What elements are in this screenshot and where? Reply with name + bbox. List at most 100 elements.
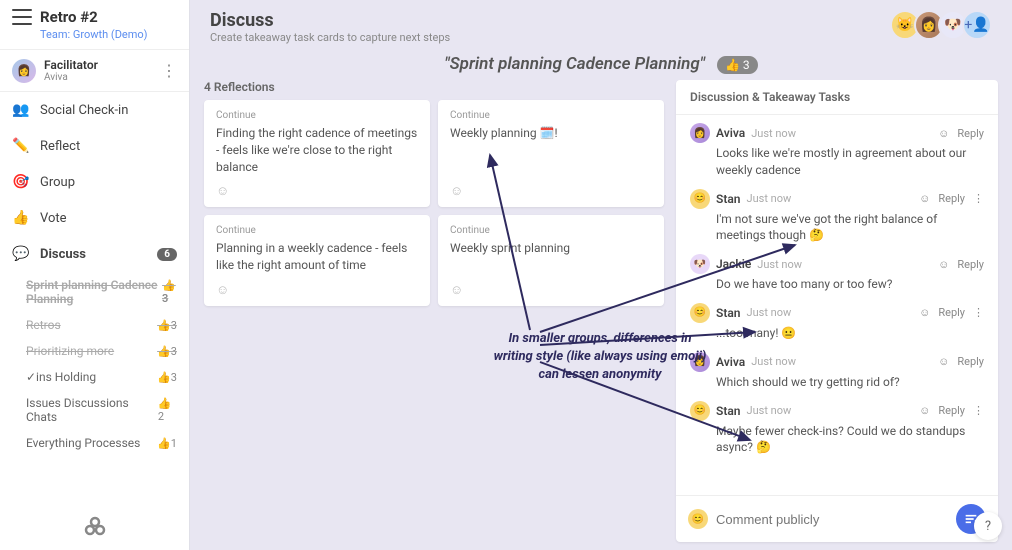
reflection-card[interactable]: Continue Planning in a weekly cadence - f…: [204, 215, 430, 306]
comment-input-row: 😊: [676, 495, 998, 542]
comment-time: Just now: [751, 127, 796, 140]
team-label[interactable]: Team: Growth (Demo): [40, 28, 177, 41]
comment: 😊StanJust now☺Reply⋮I'm not sure we've g…: [690, 189, 984, 245]
reply-button[interactable]: Reply: [957, 258, 984, 271]
comment-avatar: 🐶: [690, 254, 710, 274]
comment-menu-icon[interactable]: ⋮: [973, 192, 984, 205]
reflections-header: 4 Reflections: [204, 80, 664, 94]
reply-button[interactable]: Reply: [957, 127, 984, 140]
topic-vote-badge[interactable]: 👍3: [717, 56, 758, 74]
reflection-card[interactable]: ContinueWeekly sprint planning☺: [438, 215, 664, 306]
nav-label: Discuss: [40, 247, 86, 262]
sidebar: Retro #2 Team: Growth (Demo) 👩 Facilitat…: [0, 0, 190, 550]
discussion-header: Discussion & Takeaway Tasks: [676, 80, 998, 115]
card-tag: Continue: [450, 225, 652, 236]
nav-item-social-check-in[interactable]: 👥Social Check-in: [0, 92, 189, 128]
reply-button[interactable]: Reply: [938, 192, 965, 205]
reply-button[interactable]: Reply: [957, 355, 984, 368]
comment-input[interactable]: [716, 512, 948, 527]
topic-label: ✓ins Holding: [26, 370, 96, 384]
retro-title: Retro #2: [40, 8, 98, 26]
comment-menu-icon[interactable]: ⋮: [973, 306, 984, 319]
react-icon[interactable]: ☺: [938, 258, 949, 271]
topic-label: Issues Discussions Chats: [26, 396, 158, 424]
nav-item-reflect[interactable]: ✏️Reflect: [0, 128, 189, 164]
react-icon[interactable]: ☺: [919, 404, 930, 417]
discuss-topic-item[interactable]: Issues Discussions Chats👍2: [18, 390, 189, 430]
comment-avatar: 👩: [690, 123, 710, 143]
nav-badge: 6: [157, 248, 177, 261]
nav-icon: 👍: [12, 210, 30, 226]
comment-time: Just now: [747, 192, 792, 205]
comment-menu-icon[interactable]: ⋮: [973, 404, 984, 417]
react-button[interactable]: ☺: [216, 183, 229, 199]
discuss-sublist: Sprint planning Cadence Planning👍3Retros…: [0, 272, 189, 456]
facilitator-role: Facilitator: [44, 58, 153, 72]
topic-label: Retros: [26, 318, 61, 332]
comment: 😊 Stan Just now ☺ Reply ⋮ Maybe fewer check-in…: [690, 401, 984, 457]
comment-author: Aviva: [716, 355, 745, 369]
page-title: Discuss: [210, 10, 896, 31]
comment: 👩AvivaJust now☺ReplyWhich should we try …: [690, 352, 984, 391]
nav-item-vote[interactable]: 👍 Vote: [0, 200, 189, 236]
help-button[interactable]: ?: [974, 512, 1002, 540]
reflection-card[interactable]: ContinueFinding the right cadence of mee…: [204, 100, 430, 207]
discussion-panel: Discussion & Takeaway Tasks 👩 Aviva Just n…: [676, 80, 998, 542]
topic-label: Sprint planning Cadence Planning: [26, 278, 162, 306]
card-body: Finding the right cadence of meetings - …: [216, 125, 418, 175]
card-tag: Continue: [216, 225, 418, 236]
main-area: Discuss Create takeaway task cards to ca…: [190, 0, 1012, 550]
nav-icon: ✏️: [12, 138, 30, 154]
menu-icon[interactable]: [12, 9, 32, 25]
comment-author: Stan: [716, 306, 741, 320]
comment-time: Just now: [747, 404, 792, 417]
discuss-topic-item[interactable]: ✓ins Holding 👍3: [18, 364, 189, 390]
discussion-body: 👩AvivaJust now☺ReplyLooks like we're mos…: [676, 115, 998, 495]
discuss-topic-item[interactable]: Sprint planning Cadence Planning👍3: [18, 272, 189, 312]
discuss-topic-item[interactable]: Retros 👍3: [18, 312, 189, 338]
react-icon[interactable]: ☺: [919, 192, 930, 205]
react-icon[interactable]: ☺: [919, 306, 930, 319]
reflection-card[interactable]: Continue Weekly planning 🗓️! ☺: [438, 100, 664, 207]
comment-time: Just now: [751, 355, 796, 368]
card-body: Planning in a weekly cadence - feels lik…: [216, 240, 418, 274]
discuss-topic-item[interactable]: Prioritizing more👍3: [18, 338, 189, 364]
facilitator-menu-icon[interactable]: ⋮: [161, 61, 177, 80]
comment-author: Aviva: [716, 126, 745, 140]
nav-item-discuss[interactable]: 💬Discuss6: [0, 236, 189, 272]
reply-button[interactable]: Reply: [938, 404, 965, 417]
discuss-topic-item[interactable]: Everything Processes 👍1: [18, 430, 189, 456]
comment-avatar: 😊: [690, 401, 710, 421]
topic-label: Everything Processes: [26, 436, 140, 450]
comment-text: Do we have too many or too few?: [716, 276, 984, 293]
react-button[interactable]: ☺: [450, 183, 463, 199]
nav-label: Vote: [40, 211, 67, 226]
topic-votes: 👍3: [162, 279, 177, 305]
comment-author: Jackie: [716, 257, 751, 271]
comment-author: Stan: [716, 404, 741, 418]
topic-votes: 👍1: [157, 437, 177, 450]
comment-text: ...too many! 😐: [716, 325, 984, 342]
nav-list: 👥Social Check-in✏️Reflect🎯Group👍Vote💬Dis…: [0, 92, 189, 272]
facilitator-avatar: 👩: [12, 59, 36, 83]
comment-avatar: 😊: [690, 303, 710, 323]
nav-item-group[interactable]: 🎯Group: [0, 164, 189, 200]
react-icon[interactable]: ☺: [938, 355, 949, 368]
card-tag: Continue: [450, 110, 652, 121]
card-body: Weekly planning 🗓️!: [450, 125, 652, 142]
topic-votes: 👍3: [157, 319, 177, 332]
reflections-column: 4 Reflections ContinueFinding the right …: [204, 80, 664, 542]
react-button[interactable]: ☺: [216, 282, 229, 298]
topic-bar: "Sprint planning Cadence Planning" 👍3: [190, 48, 1012, 80]
facilitator-row: 👩 Facilitator Aviva ⋮: [0, 50, 189, 92]
reply-button[interactable]: Reply: [938, 306, 965, 319]
add-participant-button[interactable]: +👤: [962, 10, 992, 40]
topic-votes: 👍3: [157, 371, 177, 384]
comment-text: Maybe fewer check-ins? Could we do stand…: [716, 423, 984, 457]
comment-author: Stan: [716, 192, 741, 206]
nav-label: Group: [40, 175, 75, 190]
react-icon[interactable]: ☺: [938, 127, 949, 140]
react-button[interactable]: ☺: [450, 282, 463, 298]
topic-label: Prioritizing more: [26, 344, 114, 358]
comment-avatar: 😊: [690, 189, 710, 209]
